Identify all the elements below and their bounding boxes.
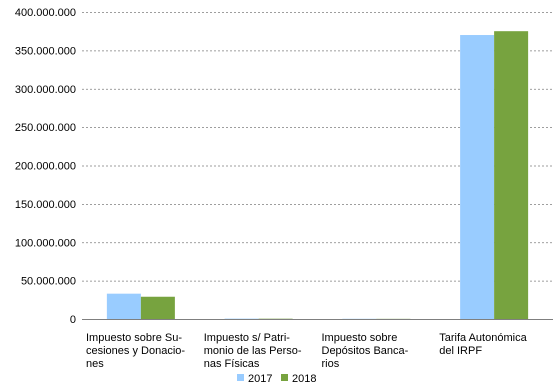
x-tick-label: del IRPF	[439, 345, 482, 357]
y-tick-label: 400.000.000	[15, 7, 76, 19]
y-tick-label: 250.000.000	[15, 122, 76, 134]
x-axis: Impuesto sobre Su-cesiones y Donacio-nes…	[82, 319, 553, 370]
legend-label: 2018	[292, 373, 316, 385]
y-tick-label: 100.000.000	[15, 237, 76, 249]
x-tick-label: monio de las Perso-	[204, 345, 302, 357]
x-tick-label: Impuesto sobre Su-	[86, 332, 182, 344]
y-tick-label: 350.000.000	[15, 45, 76, 57]
x-tick-label: rios	[322, 358, 340, 370]
x-tick-label: Impuesto sobre	[322, 332, 398, 344]
y-tick-label: 200.000.000	[15, 161, 76, 173]
x-tick-label: nas Físicas	[204, 358, 260, 370]
legend-label: 2017	[248, 373, 272, 385]
y-tick-label: 50.000.000	[21, 276, 76, 288]
legend: 2017 2018	[237, 373, 316, 385]
bar-2017-3	[460, 35, 495, 320]
x-tick-label: Depósitos Banca-	[322, 345, 409, 357]
legend-swatch-2018	[281, 374, 288, 381]
x-tick-label: Impuesto s/ Patri-	[204, 332, 291, 344]
legend-swatch-2017	[237, 374, 244, 381]
bar-2018-3	[494, 31, 529, 319]
y-tick-label: 150.000.000	[15, 199, 76, 211]
y-tick-label: 0	[70, 314, 76, 326]
x-tick-label: nes	[86, 358, 104, 370]
y-axis: 0 50.000.000 100.000.000 150.000.000 200.000…	[15, 7, 76, 326]
y-tick-label: 300.000.000	[15, 84, 76, 96]
bars	[106, 31, 529, 320]
x-tick-label: cesiones y Donacio-	[86, 345, 185, 357]
bar-2018-0	[140, 296, 175, 319]
x-tick-label: Tarifa Autonómica	[439, 332, 527, 344]
bar-2017-0	[106, 293, 141, 319]
